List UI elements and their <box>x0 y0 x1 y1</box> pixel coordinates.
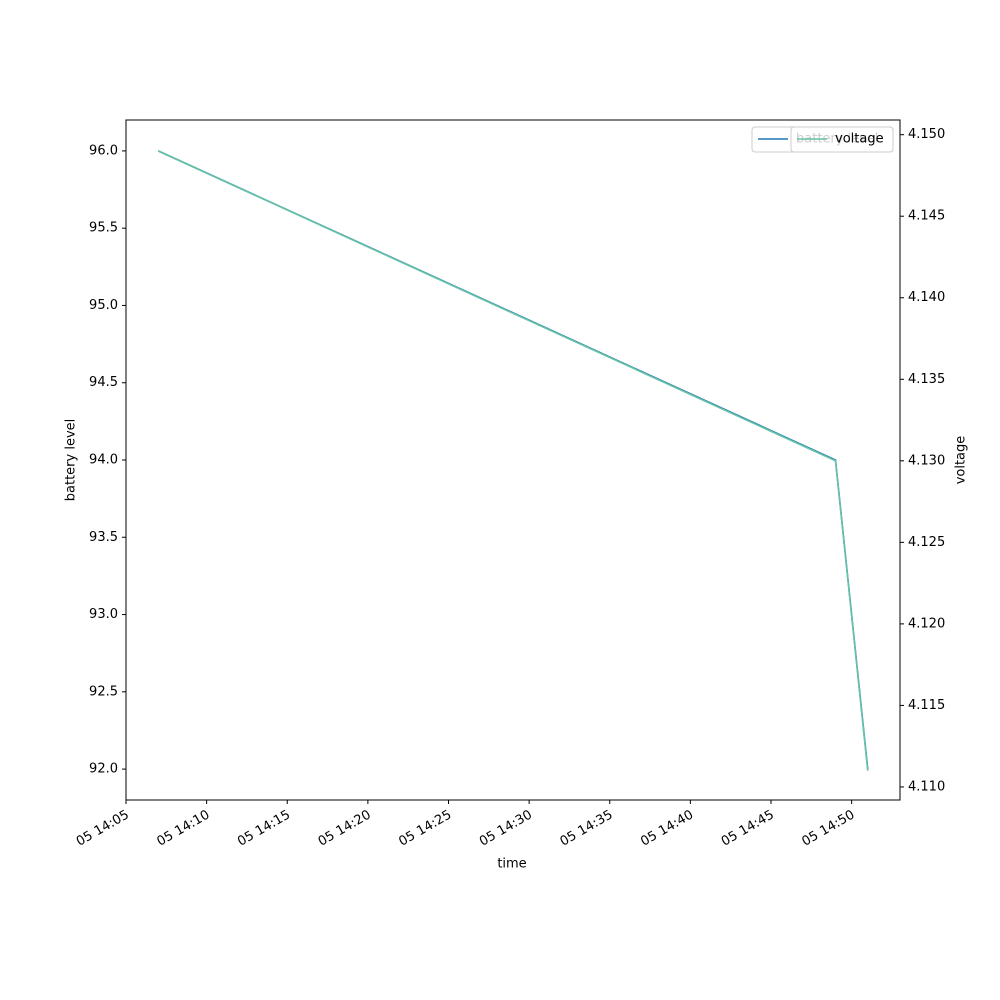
y-tick-label: 95.0 <box>89 298 118 313</box>
legend-label: voltage <box>835 132 884 147</box>
y-tick-label: 95.5 <box>89 221 118 236</box>
y2-tick-label: 4.130 <box>908 453 945 468</box>
y-tick-label: 94.5 <box>89 375 118 390</box>
y2-axis-label: voltage <box>954 436 969 485</box>
x-tick-label: 05 14:45 <box>719 808 777 850</box>
y2-tick-label: 4.125 <box>908 535 945 550</box>
x-tick-label: 05 14:20 <box>316 808 374 850</box>
y-tick-label: 92.0 <box>89 762 118 777</box>
x-tick-label: 05 14:30 <box>477 808 535 850</box>
x-tick-label: 05 14:35 <box>558 808 616 850</box>
x-tick-label: 05 14:40 <box>638 808 696 850</box>
legend-box <box>790 126 894 153</box>
x-tick-label: 05 14:15 <box>235 808 293 850</box>
y2-tick-label: 4.140 <box>908 290 945 305</box>
x-tick-label: 05 14:10 <box>155 808 213 850</box>
x-tick-label: 05 14:05 <box>74 808 132 850</box>
y-tick-label: 96.0 <box>89 143 118 158</box>
y-tick-label: 92.5 <box>89 684 118 699</box>
plot-frame <box>125 119 901 801</box>
x-tick-label: 05 14:50 <box>800 808 858 850</box>
y2-tick-label: 4.145 <box>908 209 945 224</box>
y2-tick-label: 4.150 <box>908 127 945 142</box>
y-axis-label: battery level <box>64 419 79 502</box>
series-line <box>157 150 869 771</box>
y2-tick-label: 4.115 <box>908 698 945 713</box>
y2-tick-label: 4.135 <box>908 372 945 387</box>
y-tick-label: 93.0 <box>89 607 118 622</box>
series-line <box>157 150 869 770</box>
x-axis-label: time <box>497 857 526 872</box>
y-tick-label: 94.0 <box>89 453 118 468</box>
y-tick-label: 93.5 <box>89 530 118 545</box>
y2-tick-label: 4.120 <box>908 616 945 631</box>
y2-tick-label: 4.110 <box>908 779 945 794</box>
x-tick-label: 05 14:25 <box>396 808 454 850</box>
